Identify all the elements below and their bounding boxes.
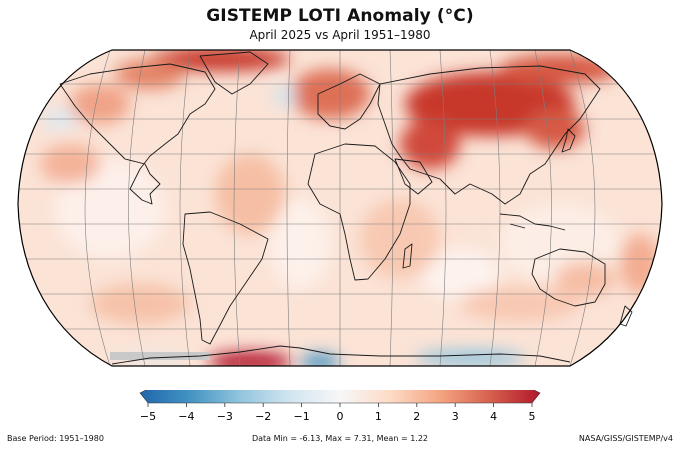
globe-outline (17, 49, 663, 367)
colorbar-tick-label: 3 (452, 410, 459, 423)
colorbar-tick-label: −1 (293, 410, 309, 423)
colorbar-tick-label: −5 (140, 410, 156, 423)
map-subtitle: April 2025 vs April 1951–1980 (249, 28, 431, 42)
greenland-outline (199, 51, 269, 95)
australia-outline (531, 248, 606, 307)
colorbar-tick-label: 4 (490, 410, 497, 423)
anomaly-map (17, 49, 663, 367)
north-america-outline (59, 63, 216, 205)
colorbar-tick-label: 5 (529, 410, 536, 423)
colorbar-tick-label: 2 (413, 410, 420, 423)
japan-outline (561, 128, 576, 153)
new-zealand-outline (619, 305, 633, 327)
missing-data-band (110, 352, 210, 360)
south-america-outline (182, 211, 269, 345)
madagascar-outline (402, 243, 413, 269)
colorbar-tick-label: 0 (337, 410, 344, 423)
source-credit: NASA/GISS/GISTEMP/v4 (578, 434, 673, 443)
colorbar-fill (139, 390, 541, 404)
europe-outline (317, 73, 381, 130)
colorbar-tick-label: −2 (255, 410, 271, 423)
colorbar-tick-label: −3 (217, 410, 233, 423)
arabia-outline (394, 158, 433, 195)
colorbar-tick-label: −4 (178, 410, 194, 423)
africa-outline (307, 143, 411, 281)
map-title: GISTEMP LOTI Anomaly (°C) (206, 6, 474, 26)
colorbar-tick-label: 1 (375, 410, 382, 423)
data-stats-note: Data Min = -6.13, Max = 7.31, Mean = 1.2… (251, 434, 429, 443)
colorbar: −5 −4 −3 −2 −1 0 1 2 3 4 5 (139, 390, 541, 423)
asia-outline (377, 65, 601, 205)
antarctica-outline (111, 345, 571, 365)
base-period-note: Base Period: 1951–1980 (7, 434, 104, 443)
coastlines (59, 51, 633, 365)
graticule (18, 50, 662, 366)
indonesia-outline (499, 213, 566, 231)
